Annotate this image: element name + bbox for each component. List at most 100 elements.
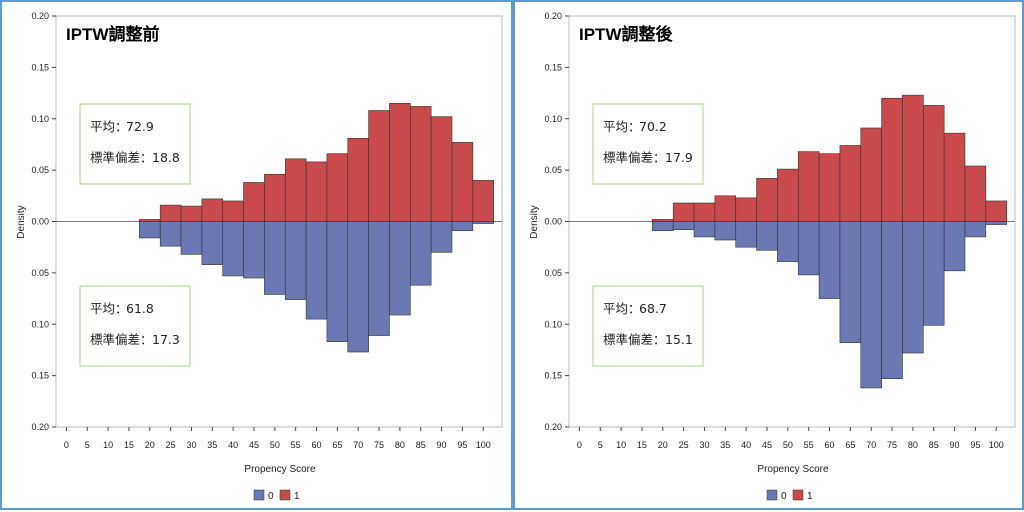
x-axis-label: Propency Score [244,464,316,475]
x-tick-label: 100 [476,440,491,450]
bar-group-0 [368,221,390,336]
legend-swatch-0 [253,489,265,501]
bar-group-1 [222,200,244,222]
y-tick-label: 0.20 [544,11,562,21]
x-tick-label: 0 [577,440,582,450]
bar-group-0 [409,221,432,286]
sd-label: 標準偏差： [603,332,666,347]
bar-group-0 [860,221,882,389]
bar-group-0 [201,221,224,265]
x-tick-label: 65 [332,440,342,450]
bar-group-0 [943,221,966,272]
bar-group-0 [714,221,737,241]
x-tick-label: 85 [416,440,426,450]
x-tick-label: 15 [637,440,647,450]
bar-group-0 [881,221,903,380]
bar-group-0 [180,221,203,255]
bar-group-0 [777,221,799,262]
bar-group-1 [180,205,203,222]
x-tick-label: 10 [103,440,113,450]
y-tick-label: 0.15 [31,62,49,72]
x-axis-label: Propency Score [757,464,829,475]
x-tick-label: 40 [741,440,751,450]
x-tick-label: 80 [395,440,405,450]
bar-group-1 [451,142,474,222]
sd-value: 17.3 [152,332,180,347]
legend-label-0: 0 [781,491,787,502]
bar-group-1 [839,145,862,222]
y-tick-label: 0.05 [544,268,562,278]
histogram-after: IPTW調整後 0.20 0.15 0.10 0.05 0.00 0.05 0.10 0.15 0… [529,11,1016,502]
bar-group-0 [451,221,474,232]
bar-group-1 [389,103,411,222]
bar-group-1 [985,200,1007,222]
bar-group-0 [672,221,695,231]
bar-group-1 [756,178,778,222]
x-tick-label: 40 [228,440,238,450]
bar-group-1 [818,153,841,222]
x-tick-label: 60 [825,440,835,450]
bar-group-1 [860,127,882,222]
bar-group-1 [409,106,432,222]
x-tick-label: 75 [374,440,384,450]
histogram-before: IPTW調整前 0.20 0.15 0.10 0.05 0.00 0.05 0.10 0.15 0… [16,11,503,502]
x-tick-label: 20 [145,440,155,450]
legend-swatch-0 [766,489,778,501]
bar-group-1 [430,116,453,222]
y-axis-label: Density [16,205,27,238]
bar-group-0 [139,221,161,239]
stats-box-group-1 [592,103,704,185]
bar-group-0 [922,221,945,326]
x-tick-label: 5 [598,440,603,450]
bar-group-1 [652,219,674,222]
y-tick-label: 0.00 [544,217,562,227]
bar-group-1 [201,198,224,222]
x-tick-label: 70 [353,440,363,450]
x-tick-label: 95 [457,440,467,450]
x-tick-label: 30 [699,440,709,450]
bar-group-0 [818,221,841,299]
sd-label: 標準偏差： [603,150,666,165]
bar-group-1 [693,202,716,222]
x-tick-label: 90 [437,440,447,450]
chart-panel-before: IPTW調整前 0.20 0.15 0.10 0.05 0.00 0.05 0.10 0.15 0… [0,0,513,510]
bar-group-0 [652,221,674,232]
bar-group-1 [881,97,903,222]
y-tick-label: 0.20 [544,422,562,432]
bar-group-1 [368,110,390,222]
mean-label: 平均： [603,119,641,134]
x-tick-label: 10 [616,440,626,450]
y-tick-label: 0.10 [31,319,49,329]
y-tick-label: 0.10 [544,114,562,124]
legend-label-1: 1 [294,491,300,502]
chart-title: IPTW調整前 [66,24,160,44]
bar-group-0 [902,221,924,354]
bar-group-1 [777,168,799,222]
x-tick-label: 95 [970,440,980,450]
x-tick-label: 25 [679,440,689,450]
bar-group-1 [672,202,695,222]
mean-value: 68.7 [639,301,667,316]
bar-group-0 [756,221,778,251]
x-tick-label: 25 [166,440,176,450]
mean-value: 70.2 [639,119,667,134]
bar-group-0 [264,221,286,295]
x-tick-label: 5 [85,440,90,450]
x-tick-label: 20 [658,440,668,450]
sd-value: 18.8 [152,150,180,165]
bar-group-1 [243,182,265,222]
bar-group-0 [964,221,987,238]
bar-group-0 [326,221,349,343]
bar-group-0 [305,221,328,320]
x-tick-label: 70 [866,440,876,450]
bar-group-0 [839,221,862,344]
x-tick-label: 35 [207,440,217,450]
sd-value: 15.1 [665,332,693,347]
bar-group-1 [305,161,328,222]
x-tick-label: 55 [291,440,301,450]
y-tick-label: 0.15 [544,62,562,72]
bar-group-1 [326,153,349,222]
bar-group-0 [347,221,369,353]
bar-group-1 [284,158,307,222]
x-tick-label: 55 [804,440,814,450]
